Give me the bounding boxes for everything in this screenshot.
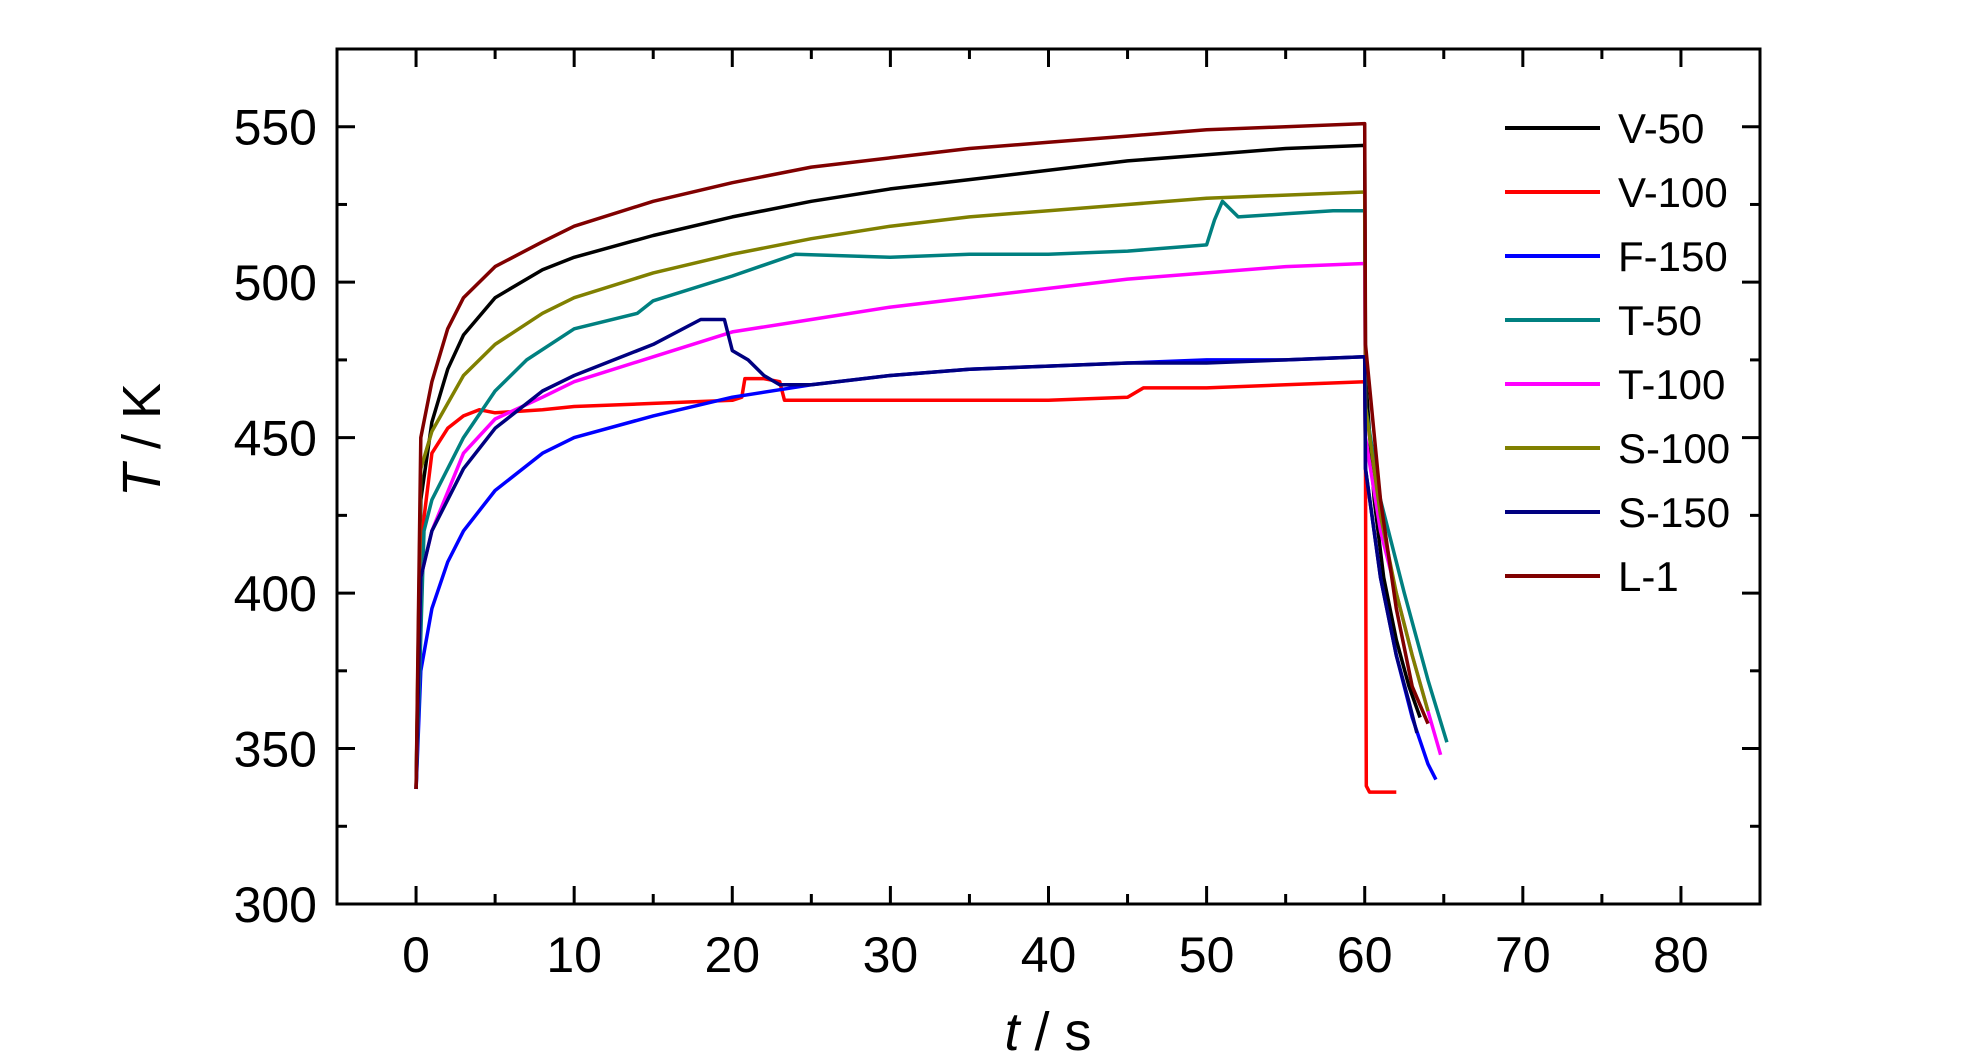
series-line-t-100	[414, 261, 1443, 790]
x-tick-label: 50	[1179, 927, 1235, 983]
series-line-t-50	[414, 199, 1449, 790]
legend-label: V-100	[1618, 169, 1728, 216]
axis-ticks	[337, 47, 1760, 906]
legend: V-50 V-100 F-150 T-50 T-100 S-100 S-150 L-1	[1505, 105, 1730, 600]
x-tick-label: 0	[402, 927, 430, 983]
legend-label: S-100	[1618, 425, 1730, 472]
plot-frame	[335, 47, 1762, 906]
legend-label: S-150	[1618, 489, 1730, 536]
y-axis-title: T / K	[112, 383, 172, 497]
x-tick-label: 40	[1021, 927, 1077, 983]
series-line-l-1	[414, 121, 1430, 790]
y-tick-label: 300	[234, 877, 317, 933]
legend-label: L-1	[1618, 553, 1679, 600]
x-tick-label: 30	[863, 927, 919, 983]
plot-area	[414, 121, 1449, 794]
legend-label: T-100	[1618, 361, 1725, 408]
x-axis-title: t / s	[1004, 1002, 1091, 1062]
y-tick-label: 350	[234, 722, 317, 778]
legend-label: F-150	[1618, 233, 1728, 280]
y-tick-label: 400	[234, 566, 317, 622]
series-line-v-100	[414, 376, 1397, 794]
y-tick-label: 500	[234, 255, 317, 311]
x-tick-label: 60	[1337, 927, 1393, 983]
x-tick-label: 20	[704, 927, 760, 983]
series-line-s-100	[414, 190, 1430, 790]
x-tick-label: 10	[546, 927, 602, 983]
series-line-v-50	[414, 143, 1422, 790]
tick-labels: 0 10 20 30 40 50 60 70 80 300 350 400 450 500 550	[234, 100, 1709, 983]
series-line-f-150	[414, 355, 1438, 790]
x-tick-label: 80	[1653, 927, 1709, 983]
x-tick-label: 70	[1495, 927, 1551, 983]
legend-label: T-50	[1618, 297, 1702, 344]
series-line-s-150	[414, 317, 1419, 790]
y-tick-label: 450	[234, 411, 317, 467]
legend-label: V-50	[1618, 105, 1704, 152]
y-tick-label: 550	[234, 100, 317, 156]
